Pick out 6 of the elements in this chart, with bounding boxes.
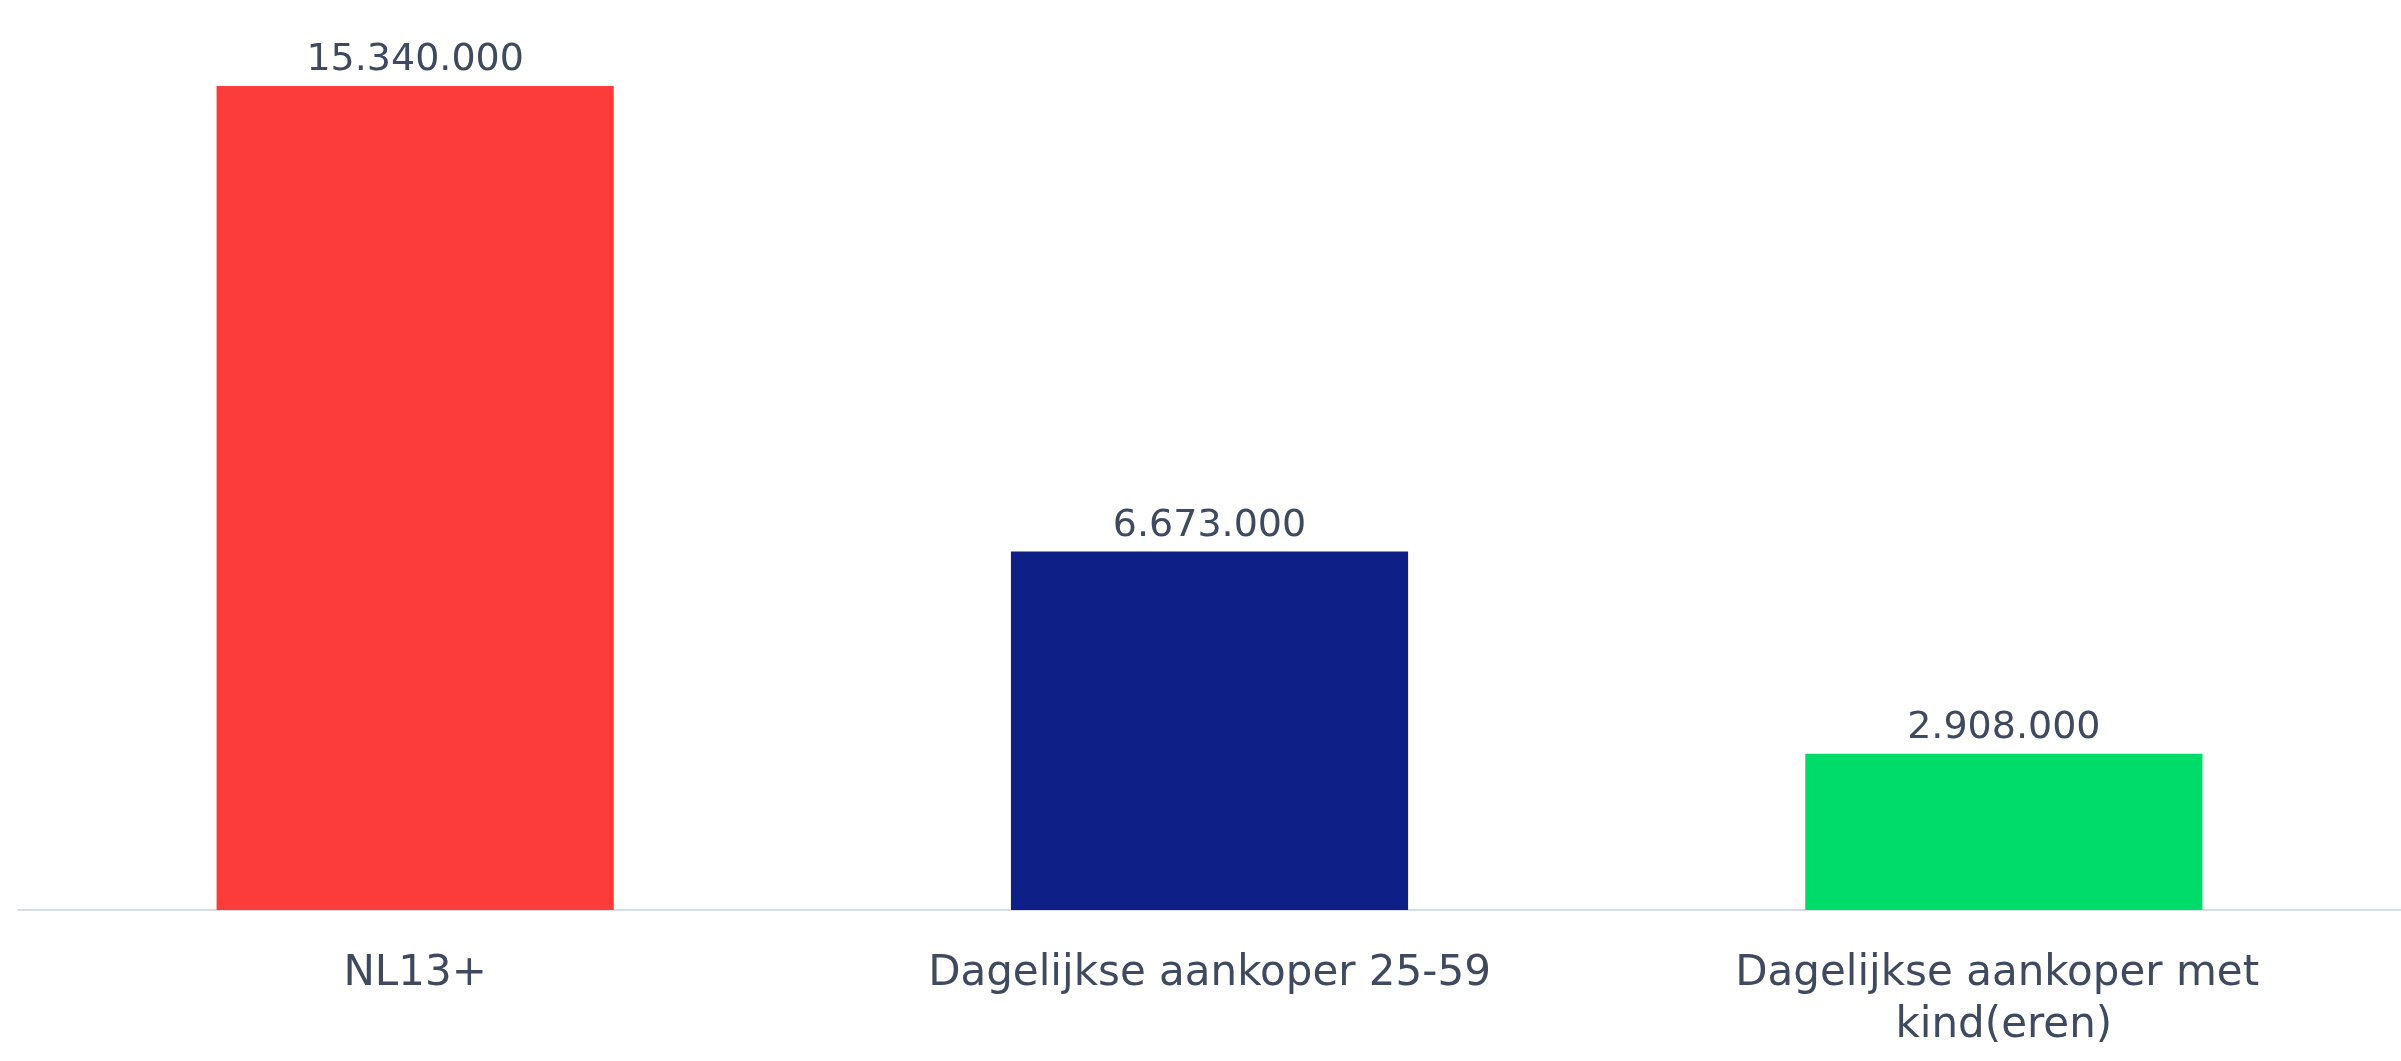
x-tick-label: Dagelijkse aankoper met kind(eren) xyxy=(1735,945,2273,1047)
x-tick-label: NL13+ xyxy=(343,945,487,995)
data-label: 15.340.000 xyxy=(306,35,524,79)
data-label: 6.673.000 xyxy=(1112,500,1307,545)
x-tick-label: Dagelijkse aankoper 25-59 xyxy=(928,945,1491,995)
data-label: 2.908.000 xyxy=(1907,702,2101,747)
